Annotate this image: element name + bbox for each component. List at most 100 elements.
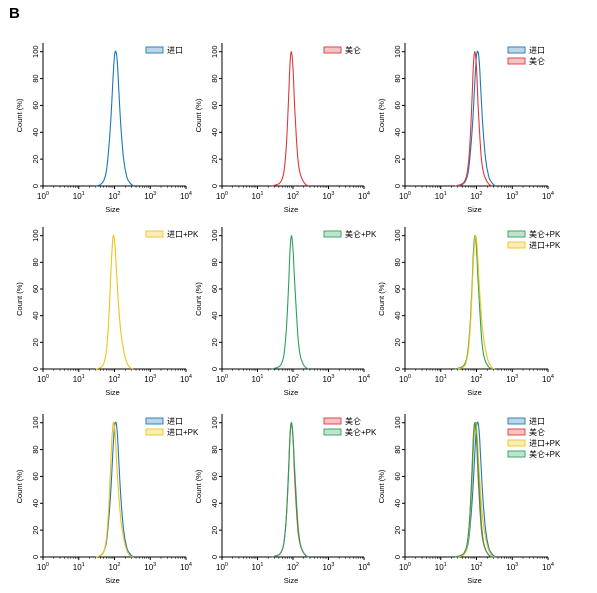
y-tick-label: 80 xyxy=(210,258,219,266)
x-tick-label: 104 xyxy=(358,191,370,201)
legend-label: 进口+PK xyxy=(529,241,561,250)
y-axis-title: Count (%) xyxy=(15,469,24,503)
x-tick-label: 104 xyxy=(180,191,192,201)
histogram-panel: 0 20 40 60 80 100 100 101 102 103 104 Size Count (%)… xyxy=(377,43,554,214)
legend-swatch xyxy=(323,428,342,436)
legend-label: 进口 xyxy=(529,46,545,55)
series-line xyxy=(457,50,497,187)
legend-swatch xyxy=(507,241,526,249)
y-axis-title: Count (%) xyxy=(377,469,386,503)
y-axis-title: Count (%) xyxy=(15,282,24,316)
y-tick-label: 40 xyxy=(210,128,219,136)
x-axis-title: Size xyxy=(467,388,482,397)
x-axis-title: Size xyxy=(105,576,120,585)
histogram-panel: 0 20 40 60 80 100 100 101 102 103 104 Size Count (%)… xyxy=(194,43,370,214)
x-tick-label: 102 xyxy=(109,191,121,201)
legend-label: 进口+PK xyxy=(167,230,199,239)
x-tick-label: 102 xyxy=(471,191,483,201)
x-tick-label: 103 xyxy=(506,191,518,201)
y-axis-title: Count (%) xyxy=(377,98,386,132)
x-tick-label: 100 xyxy=(216,562,228,572)
legend-swatch xyxy=(507,230,526,238)
x-tick-label: 104 xyxy=(542,191,554,201)
x-tick-label: 100 xyxy=(216,374,228,384)
x-tick-label: 104 xyxy=(358,562,370,572)
legend-swatch xyxy=(507,439,526,447)
series-line xyxy=(457,234,495,370)
series-line xyxy=(95,234,133,370)
y-tick-label: 40 xyxy=(31,128,40,136)
legend-swatch xyxy=(507,46,526,54)
y-tick-label: 80 xyxy=(393,258,402,266)
y-tick-label: 40 xyxy=(31,311,40,319)
series-line xyxy=(454,51,493,187)
y-axis-title: Count (%) xyxy=(194,469,203,503)
legend-swatch xyxy=(507,417,526,425)
x-tick-label: 103 xyxy=(144,191,156,201)
y-tick-label: 0 xyxy=(393,555,402,559)
y-tick-label: 60 xyxy=(31,472,40,480)
legend-label: 美仑 xyxy=(529,56,545,66)
y-tick-label: 20 xyxy=(393,155,402,163)
y-tick-label: 100 xyxy=(210,416,219,429)
y-tick-label: 20 xyxy=(31,526,40,534)
y-tick-label: 100 xyxy=(210,45,219,58)
y-tick-label: 60 xyxy=(31,101,40,109)
y-tick-label: 40 xyxy=(31,499,40,507)
y-tick-label: 60 xyxy=(210,472,219,480)
legend-swatch xyxy=(145,230,164,238)
y-tick-label: 100 xyxy=(31,229,40,242)
x-axis-title: Size xyxy=(105,205,120,214)
figure-label: B xyxy=(9,5,20,22)
x-tick-label: 101 xyxy=(252,374,264,384)
y-tick-label: 60 xyxy=(31,285,40,293)
x-tick-label: 103 xyxy=(323,562,335,572)
y-tick-label: 0 xyxy=(210,555,219,559)
histogram-panel: 0 20 40 60 80 100 100 101 102 103 104 Size Count (%)… xyxy=(194,414,377,585)
legend-label: 美仑 xyxy=(345,45,361,55)
y-tick-label: 20 xyxy=(31,155,40,163)
y-tick-label: 0 xyxy=(393,184,402,188)
legend-swatch xyxy=(507,57,526,65)
y-tick-label: 20 xyxy=(210,526,219,534)
legend-swatch xyxy=(323,230,342,238)
legend-label: 进口+PK xyxy=(529,439,561,448)
x-tick-label: 103 xyxy=(506,374,518,384)
x-tick-label: 100 xyxy=(37,191,49,201)
y-tick-label: 20 xyxy=(393,338,402,346)
x-axis-title: Size xyxy=(284,388,299,397)
y-axis-title: Count (%) xyxy=(194,282,203,316)
legend-label: 美仑+PK xyxy=(529,449,561,459)
legend-swatch xyxy=(145,428,164,436)
y-tick-label: 20 xyxy=(393,526,402,534)
x-axis-title: Size xyxy=(467,576,482,585)
series-line xyxy=(454,422,493,558)
y-tick-label: 100 xyxy=(31,416,40,429)
x-tick-label: 104 xyxy=(180,562,192,572)
y-tick-label: 80 xyxy=(210,74,219,82)
series-line xyxy=(271,51,310,187)
y-tick-label: 80 xyxy=(31,258,40,266)
y-tick-label: 0 xyxy=(31,555,40,559)
y-tick-label: 20 xyxy=(31,338,40,346)
y-tick-label: 60 xyxy=(210,285,219,293)
legend-swatch xyxy=(145,417,164,425)
histogram-panel: 0 20 40 60 80 100 100 101 102 103 104 Size Count (%)… xyxy=(15,43,192,214)
histogram-panel: 0 20 40 60 80 100 100 101 102 103 104 Size Count (%)… xyxy=(15,414,199,585)
legend-label: 美仑+PK xyxy=(345,229,377,239)
x-tick-label: 103 xyxy=(506,562,518,572)
y-tick-label: 40 xyxy=(393,128,402,136)
histogram-panel: 0 20 40 60 80 100 100 101 102 103 104 Size Count (%)… xyxy=(15,227,199,397)
legend-swatch xyxy=(323,46,342,54)
x-tick-label: 101 xyxy=(73,562,85,572)
histogram-panel: 0 20 40 60 80 100 100 101 102 103 104 Size Count (%)… xyxy=(377,414,561,585)
x-axis-title: Size xyxy=(105,388,120,397)
legend-label: 进口 xyxy=(167,417,183,426)
y-tick-label: 40 xyxy=(210,499,219,507)
x-tick-label: 101 xyxy=(435,562,447,572)
histogram-panel: 0 20 40 60 80 100 100 101 102 103 104 Size Count (%)… xyxy=(377,227,561,397)
legend-label: 进口 xyxy=(529,417,545,426)
legend-label: 美仑+PK xyxy=(529,229,561,239)
x-tick-label: 104 xyxy=(358,374,370,384)
